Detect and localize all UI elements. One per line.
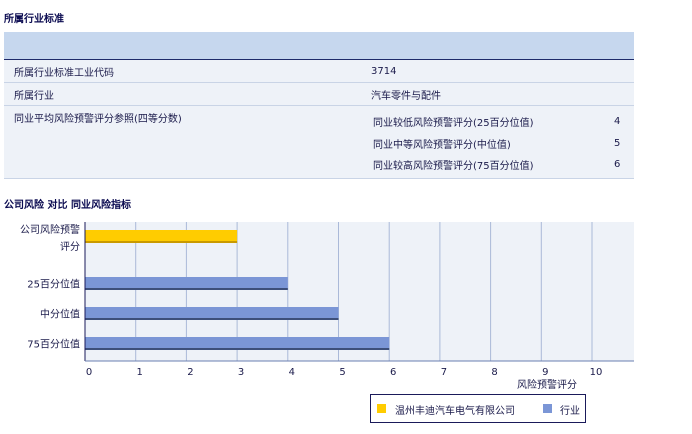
bar-industry [85, 307, 339, 320]
table-row: 所属行业 汽车零件与配件 [4, 83, 634, 106]
y-tick-label: 75百分位值 [27, 338, 80, 351]
legend-swatch-industry [543, 404, 552, 413]
x-tick-label: 5 [339, 367, 345, 378]
ref-value: 4 [614, 116, 621, 127]
table-row: 所属行业标准工业代码 3714 [4, 60, 634, 83]
y-tick-label: 评分 [60, 241, 80, 253]
row-label: 所属行业 [14, 91, 54, 102]
bar-industry [85, 337, 390, 350]
ref-value: 6 [614, 159, 621, 170]
x-tick-label: 10 [590, 367, 603, 378]
x-tick-label: 6 [390, 367, 396, 378]
x-tick-label: 8 [491, 367, 497, 378]
y-tick-label: 公司风险预警 [20, 223, 80, 236]
row-label: 同业平均风险预警评分参照(四等分数) [14, 114, 182, 125]
row-value: 3714 [371, 66, 397, 77]
bar-shadow [85, 348, 390, 350]
table-header-band [4, 32, 634, 60]
legend-label-company: 温州丰迪汽车电气有限公司 [395, 406, 515, 417]
ref-label: 同业较高风险预警评分(75百分位值) [373, 161, 534, 172]
ref-value: 5 [614, 138, 621, 149]
x-tick-label: 4 [289, 367, 295, 378]
x-tick-label: 2 [187, 367, 193, 378]
bar-shadow [85, 288, 288, 290]
x-tick-label: 1 [137, 367, 143, 378]
x-tick-label: 0 [86, 367, 92, 378]
x-axis-label: 风险预警评分 [517, 380, 577, 391]
y-tick-label: 中分位值 [40, 308, 80, 321]
table-row-reference: 同业平均风险预警评分参照(四等分数) 同业较低风险预警评分(25百分位值) 4 … [4, 106, 634, 179]
section-title-comparison: 公司风险 对比 同业风险指标 [4, 200, 131, 211]
bar-shadow [85, 318, 339, 320]
bar-industry [85, 277, 288, 290]
row-value: 汽车零件与配件 [371, 91, 441, 102]
x-tick-label: 3 [238, 367, 244, 378]
y-tick-label: 25百分位值 [27, 278, 80, 291]
x-tick-label: 9 [542, 367, 548, 378]
ref-label: 同业较低风险预警评分(25百分位值) [373, 118, 534, 129]
legend-swatch-company [377, 404, 386, 413]
x-tick-label: 7 [441, 367, 447, 378]
bar-shadow [85, 241, 238, 243]
bar-company [85, 230, 238, 243]
legend-label-industry: 行业 [560, 406, 580, 417]
section-title-industry: 所属行业标准 [4, 14, 64, 25]
row-label: 所属行业标准工业代码 [14, 68, 114, 79]
ref-label: 同业中等风险预警评分(中位值) [373, 140, 511, 151]
legend: 温州丰迪汽车电气有限公司 行业 [370, 394, 586, 423]
